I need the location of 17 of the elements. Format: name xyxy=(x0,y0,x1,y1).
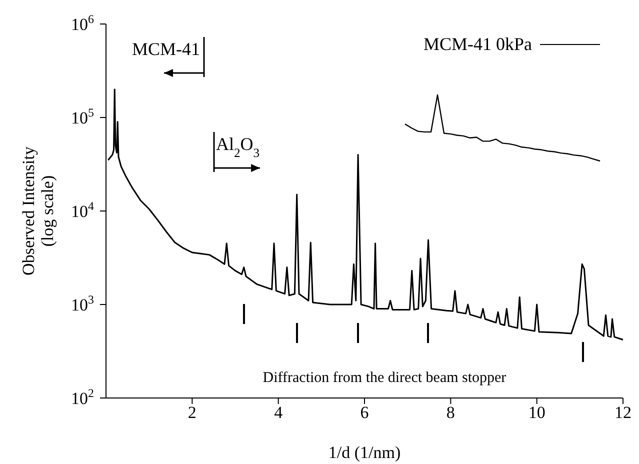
legend-label: MCM-41 0kPa xyxy=(423,34,532,55)
x-tick-label: 6 xyxy=(360,403,369,422)
annotation: Al$_{2}$O$_{3}$ xyxy=(216,134,260,160)
annotation: Diffraction from the direct beam stopper xyxy=(262,370,506,386)
x-tick-label: 12 xyxy=(614,403,632,422)
x-tick-label: 2 xyxy=(188,403,196,422)
annotation: MCM-41 xyxy=(132,39,200,59)
y-axis-title: Observed Intensity (log scale) xyxy=(19,146,57,276)
y-tick-label: 10$^{6}$ xyxy=(71,12,94,34)
y-tick-label: 10$^{4}$ xyxy=(71,199,94,221)
x-tick-label: 4 xyxy=(274,403,284,422)
y-tick-label: 10$^{5}$ xyxy=(71,106,94,128)
x-tick-label: 10 xyxy=(528,403,546,422)
x-tick-label: 8 xyxy=(446,403,455,422)
x-axis-title: 1/d (1/nm) xyxy=(328,443,401,462)
y-tick-label: 10$^{3}$ xyxy=(71,292,94,314)
y-tick-label: 10$^{2}$ xyxy=(71,386,94,408)
